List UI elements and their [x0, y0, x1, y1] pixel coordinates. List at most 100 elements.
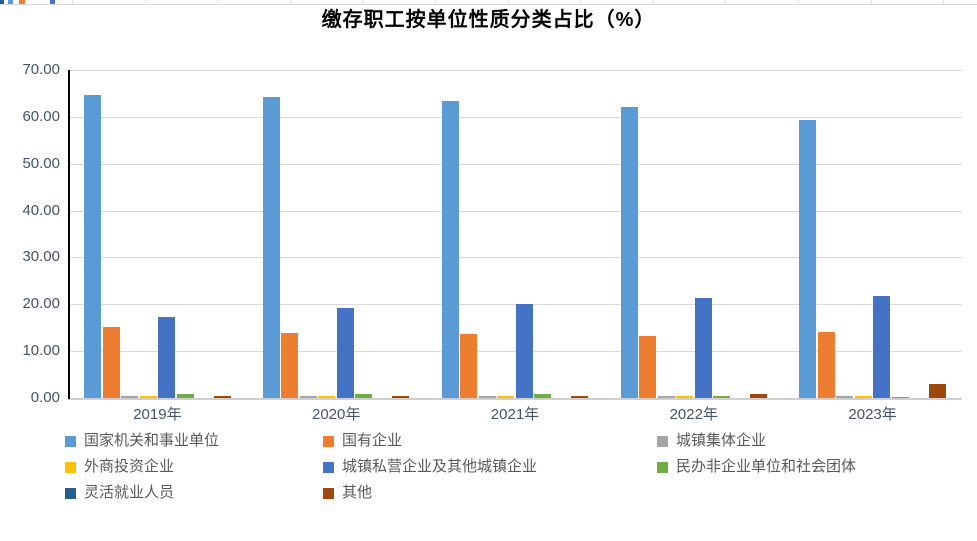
legend-swatch-icon: [657, 436, 668, 447]
legend-item: 国有企业: [323, 433, 402, 453]
legend-item: 外商投资企业: [65, 459, 174, 479]
legend-label: 国有企业: [342, 432, 403, 449]
legend-swatch-icon: [65, 462, 76, 473]
legend-item: 民办非企业单位和社会团体: [657, 459, 856, 479]
gridline: [68, 398, 962, 400]
bar-s2-c0: [121, 395, 139, 398]
spreadsheet-column-tick: [144, 0, 146, 4]
legend-swatch-icon: [323, 462, 334, 473]
legend-swatch-icon: [323, 488, 334, 499]
x-axis-label: 2019年: [133, 406, 182, 423]
bar-s7-c3: [750, 393, 768, 398]
bar-s2-c4: [836, 396, 854, 398]
remnant-color-mark: [50, 0, 55, 4]
remnant-color-mark: [19, 0, 25, 4]
y-axis-label: 30.00: [22, 248, 60, 266]
legend-item: 灵活就业人员: [65, 485, 174, 505]
bar-s1-c3: [639, 336, 657, 398]
gridline: [68, 70, 962, 71]
remnant-color-mark: [8, 0, 13, 4]
legend-swatch-icon: [65, 488, 76, 499]
bar-s0-c3: [620, 107, 638, 398]
bar-s2-c2: [478, 396, 496, 398]
bar-s7-c4: [928, 384, 946, 398]
bar-s4-c0: [158, 317, 176, 398]
bar-s4-c3: [694, 297, 712, 398]
y-axis-label: 20.00: [22, 295, 60, 313]
gridline: [68, 304, 962, 306]
y-axis-label: 60.00: [22, 107, 60, 125]
spreadsheet-column-tick: [507, 0, 509, 4]
bar-s3-c4: [854, 395, 872, 398]
bar-s3-c1: [318, 395, 336, 398]
bar-s5-c2: [534, 394, 552, 398]
legend-label: 其他: [342, 484, 373, 501]
spreadsheet-column-tick: [725, 0, 727, 4]
gridline: [68, 116, 962, 118]
spreadsheet-column-tick: [72, 0, 73, 4]
x-axis-label: 2021年: [490, 406, 540, 423]
spreadsheet-column-tick: [289, 0, 291, 4]
bar-s4-c4: [873, 295, 891, 398]
x-axis-label: 2020年: [312, 406, 361, 423]
bar-s7-c0: [213, 395, 231, 398]
legend-swatch-icon: [65, 436, 76, 447]
legend-label: 城镇私营企业及其他城镇企业: [342, 458, 538, 475]
bar-s5-c4: [891, 396, 909, 398]
legend-item: 国家机关和事业单位: [65, 433, 219, 453]
bar-s3-c2: [497, 395, 515, 398]
gridline: [68, 163, 962, 165]
spreadsheet-column-tick: [943, 0, 945, 4]
y-axis-label: 70.00: [22, 61, 60, 78]
spreadsheet-column-tick: [580, 0, 582, 4]
bar-s7-c1: [392, 396, 410, 398]
legend-item: 其他: [323, 485, 372, 505]
legend-item: 城镇私营企业及其他城镇企业: [323, 459, 537, 479]
x-axis-label: 2022年: [669, 406, 718, 423]
y-axis-label: 40.00: [22, 201, 60, 219]
gridline: [68, 351, 962, 353]
legend-label: 民办非企业单位和社会团体: [676, 458, 857, 475]
bar-s4-c2: [515, 303, 533, 398]
bar-s1-c0: [102, 327, 120, 398]
remnant-color-mark: [0, 0, 4, 4]
y-axis-label: 50.00: [22, 154, 60, 172]
bar-s5-c0: [176, 394, 194, 398]
x-axis-label: 2023年: [848, 406, 897, 423]
spreadsheet-column-tick: [217, 0, 219, 4]
bar-s0-c0: [84, 95, 102, 398]
spreadsheet-column-tick: [435, 0, 436, 4]
bar-s4-c1: [336, 307, 354, 398]
bar-s1-c1: [281, 333, 299, 398]
y-axis-label: 10.00: [22, 342, 60, 360]
y-axis-line: [68, 70, 70, 399]
legend-item: 城镇集体企业: [657, 433, 766, 453]
bar-s3-c0: [139, 395, 157, 398]
spreadsheet-column-tick: [362, 0, 364, 4]
spreadsheet-column-tick: [652, 0, 654, 4]
legend-label: 城镇集体企业: [676, 432, 767, 449]
gridline: [68, 210, 962, 212]
bar-s7-c2: [571, 395, 589, 398]
bar-s2-c1: [299, 396, 317, 398]
bar-s5-c1: [355, 394, 373, 398]
y-axis-label: 0.00: [30, 389, 60, 406]
gridline: [68, 257, 962, 259]
bar-s0-c1: [262, 97, 280, 398]
bar-s0-c2: [441, 100, 459, 398]
chart-title: 缴存职工按单位性质分类占比（%）: [321, 9, 656, 31]
bar-s0-c4: [799, 120, 817, 398]
legend-label: 外商投资企业: [84, 458, 175, 475]
bar-s2-c3: [657, 396, 675, 398]
legend-label: 灵活就业人员: [84, 484, 175, 501]
spreadsheet-row-remnant: [0, 0, 977, 6]
bar-s1-c2: [460, 334, 478, 398]
bar-s5-c3: [713, 395, 731, 398]
spreadsheet-column-tick: [870, 0, 872, 4]
spreadsheet-column-tick: [798, 0, 799, 4]
legend-swatch-icon: [657, 462, 668, 473]
bar-s3-c3: [676, 395, 694, 398]
chart-legend: 国家机关和事业单位 国有企业 城镇集体企业外商投资企业 城镇私营企业及其他城镇企业 民办…: [0, 433, 977, 513]
legend-label: 国家机关和事业单位: [84, 432, 220, 449]
